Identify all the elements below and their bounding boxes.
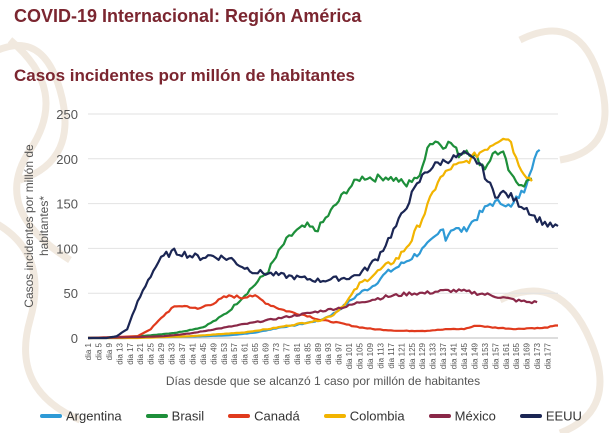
x-tick-label: dia 129: [418, 342, 427, 369]
series-line-argentina: [88, 148, 541, 340]
chart-legend: Argentina Brasil Canadá Colombia México EEUU: [40, 407, 606, 425]
x-tick-label: dia 33: [168, 342, 177, 364]
x-tick-label: dia 93: [324, 342, 333, 364]
legend-swatch: [145, 413, 168, 418]
x-tick-label: dia 77: [282, 342, 291, 364]
y-tick-label: 100: [56, 241, 78, 256]
watermark-swirl-4: [518, 27, 609, 164]
x-tick-label: dia 153: [481, 342, 490, 369]
legend-label: Brasil: [171, 408, 205, 424]
legend-item: Argentina: [40, 407, 122, 425]
legend-label: Colombia: [349, 408, 405, 424]
x-tick-label: dia 117: [387, 342, 396, 368]
x-tick-label: dia 1: [84, 342, 93, 360]
y-tick-label: 0: [71, 331, 78, 346]
x-tick-label: dia 137: [439, 342, 448, 369]
series-line-colombia: [88, 137, 533, 340]
x-tick-label: dia 5: [94, 342, 103, 360]
legend-label: EEUU: [545, 408, 582, 424]
series-line-canadá: [87, 294, 558, 340]
x-tick-label: dia 21: [136, 342, 145, 364]
x-tick-label: dia 121: [397, 342, 406, 369]
x-tick-label: dia 169: [523, 342, 532, 369]
x-tick-label: dia 101: [345, 342, 354, 369]
legend-item: Colombia: [323, 407, 405, 425]
x-tick-label: dia 73: [272, 342, 281, 364]
x-tick-label: dia 157: [491, 342, 500, 369]
x-axis-title: Días desde que se alcanzó 1 caso por mil…: [166, 374, 480, 388]
legend-item: Brasil: [145, 407, 205, 425]
x-tick-label: dia 29: [157, 342, 166, 364]
series-line-méxico: [88, 288, 538, 340]
legend-swatch: [519, 413, 542, 418]
x-tick-label: dia 145: [460, 342, 469, 369]
legend-label: Argentina: [66, 408, 122, 424]
x-tick-label: dia 53: [220, 342, 229, 364]
legend-item: EEUU: [519, 407, 582, 425]
x-tick-label: dia 109: [366, 342, 375, 369]
legend-item: Canadá: [228, 407, 300, 425]
legend-item: México: [428, 407, 496, 425]
x-tick-label: dia 69: [262, 342, 271, 364]
x-tick-label: dia 105: [356, 342, 365, 369]
x-tick-label: dia 133: [429, 342, 438, 369]
legend-swatch: [323, 413, 346, 418]
legend-swatch: [40, 413, 62, 418]
y-tick-label: 200: [56, 152, 78, 167]
y-tick-label: 50: [64, 286, 78, 301]
x-tick-label: dia 89: [314, 342, 323, 364]
y-tick-label: 250: [56, 107, 78, 122]
x-tick-label: dia 125: [408, 342, 417, 369]
watermark-swirl-2: [7, 37, 72, 263]
x-tick-label: dia 37: [178, 342, 187, 364]
x-tick-label: dia 177: [544, 342, 553, 369]
x-tick-label: dia 41: [188, 342, 197, 364]
x-tick-label: dia 61: [241, 342, 250, 364]
x-tick-label: dia 113: [376, 342, 385, 368]
y-axis-title-line-1: Casos incidentes por millón de: [22, 144, 36, 308]
watermark-swirl-3: [0, 221, 82, 424]
legend-label: México: [454, 408, 496, 424]
series-line-brasil: [87, 140, 533, 340]
x-tick-label: dia 161: [502, 342, 511, 369]
x-tick-label: dia 57: [230, 342, 239, 364]
x-tick-label: dia 141: [450, 342, 459, 369]
series-line-eeuu: [88, 150, 559, 340]
y-tick-label: 150: [56, 197, 78, 212]
y-axis-title-line-2: habitantes*: [37, 196, 51, 256]
chart-title: Casos incidentes por millón de habitante…: [14, 66, 356, 85]
legend-swatch: [228, 413, 251, 418]
x-tick-label: dia 81: [293, 342, 302, 364]
legend-label: Canadá: [254, 408, 300, 424]
x-tick-label: dia 65: [251, 342, 260, 364]
series-lines: [87, 137, 559, 340]
grid-lines: [88, 113, 558, 339]
x-tick-label: dia 97: [335, 342, 344, 364]
x-tick-label: dia 9: [105, 342, 114, 360]
watermark-swirl-5: [498, 287, 604, 433]
x-tick-label: dia 85: [303, 342, 312, 364]
x-tick-label: dia 25: [147, 342, 156, 364]
x-tick-label: dia 173: [533, 342, 542, 369]
x-tick-label: dia 45: [199, 342, 208, 364]
x-tick-label: dia 165: [512, 342, 521, 369]
x-tick-label: dia 17: [126, 342, 135, 364]
x-tick-label: dia 49: [209, 342, 218, 364]
x-tick-label: dia 13: [115, 342, 124, 364]
page-title: COVID-19 Internacional: Región América: [14, 6, 362, 26]
legend-swatch: [428, 413, 451, 418]
x-tick-label: dia 149: [470, 342, 479, 369]
